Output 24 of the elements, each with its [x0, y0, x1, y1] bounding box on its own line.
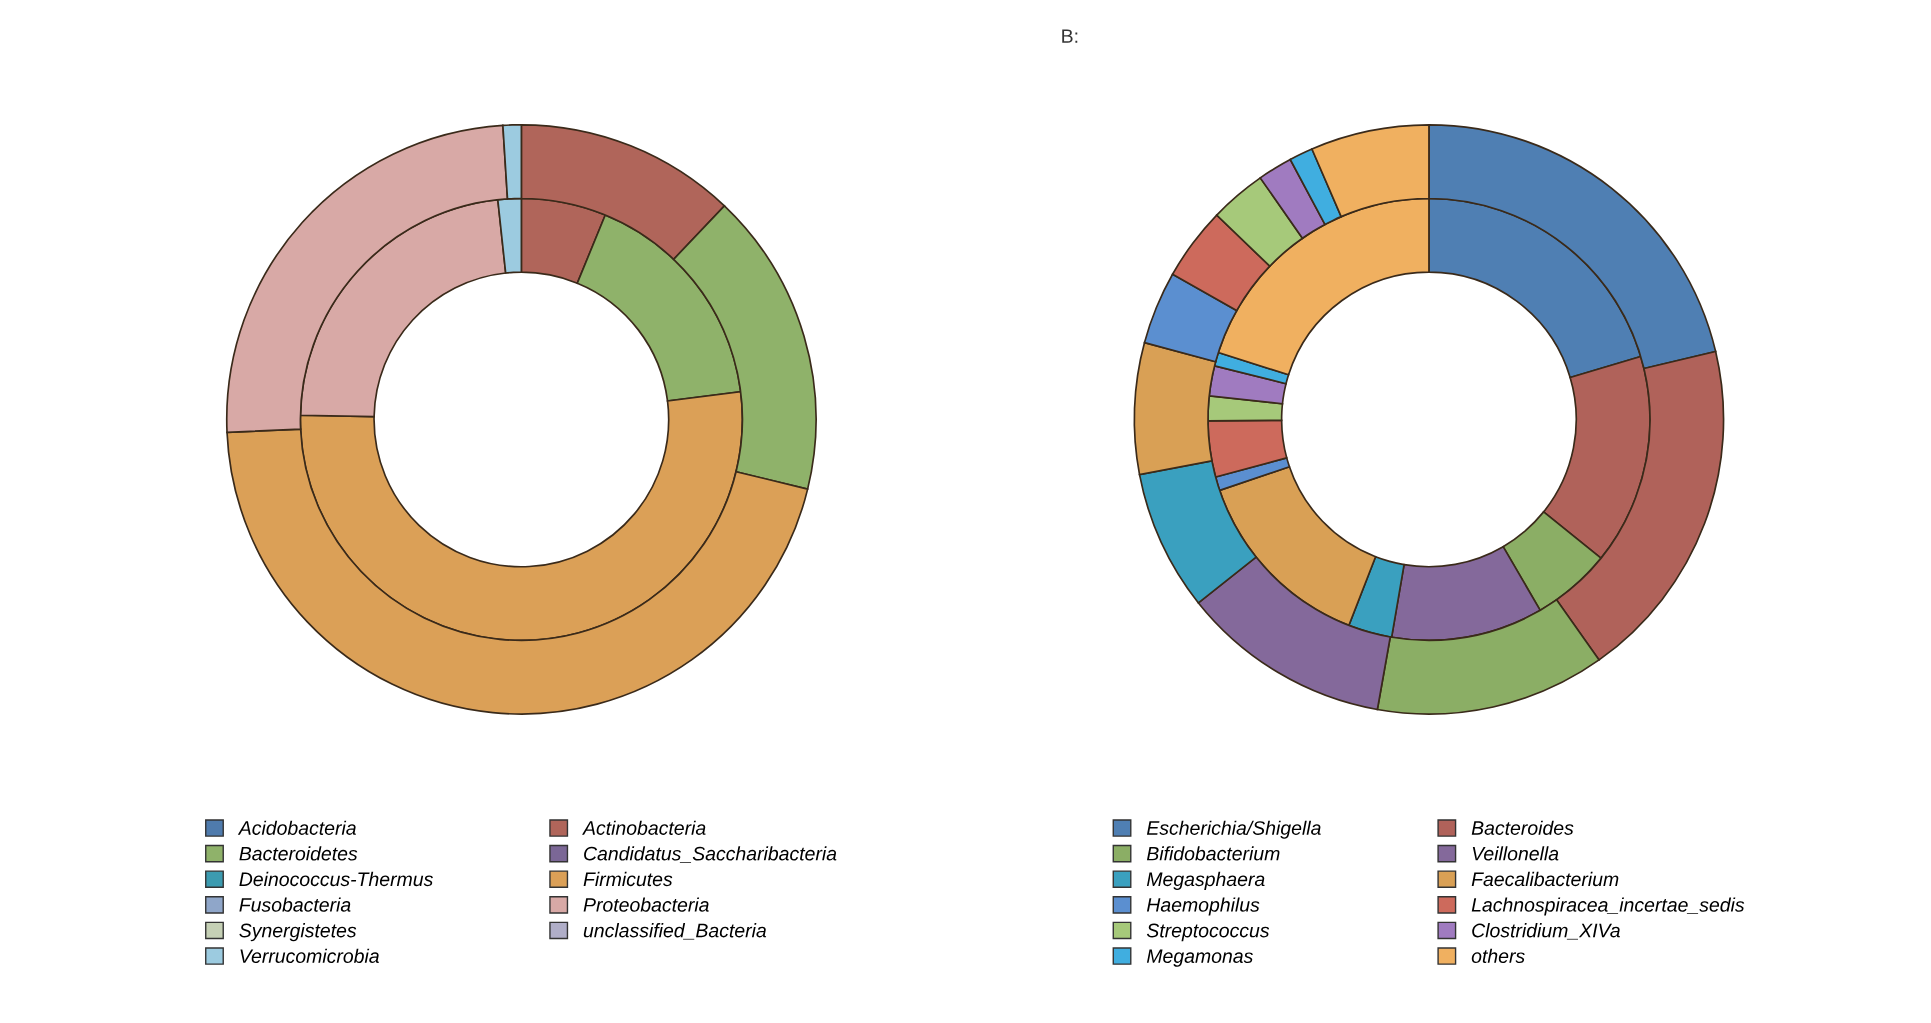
legend-label: unclassified_Bacteria: [583, 923, 767, 940]
chart-title: B:: [1062, 29, 1078, 43]
legend-label: Synergistetes: [239, 923, 357, 942]
legend-label: Megasphaera: [1146, 871, 1265, 890]
legend-label: Escherichia/Shigella: [1146, 820, 1321, 839]
legend-label: Actinobacteria: [582, 820, 706, 835]
legend-label: others: [1471, 948, 1525, 963]
legend-label: Candidatus_Saccharibacteria: [584, 846, 837, 863]
legend-label: Clostridium_XIVa: [1472, 923, 1620, 940]
legend-label: Acidobacteria: [237, 820, 356, 835]
legend-label: Verrucomicrobia: [240, 948, 379, 963]
legend-label: Lachnospiracea_incertae_sedis: [1471, 897, 1745, 916]
legend-label: Bacteroides: [1471, 820, 1574, 835]
legend-label: Streptococcus: [1146, 923, 1270, 942]
legend-label: Firmicutes: [583, 871, 673, 887]
legend-label: Deinococcus-Thermus: [239, 871, 433, 887]
legend-label: Faecalibacterium: [1471, 871, 1619, 887]
legend-label: Megamonas: [1146, 949, 1253, 967]
legend-label: Haemophilus: [1146, 897, 1260, 916]
legend-label: Veillonella: [1472, 846, 1559, 861]
legend-label: Proteobacteria: [583, 897, 709, 912]
legend-label: Bifidobacterium: [1146, 846, 1280, 861]
legend-label: Bacteroidetes: [239, 846, 358, 861]
legend-label: Fusobacteria: [239, 897, 351, 912]
